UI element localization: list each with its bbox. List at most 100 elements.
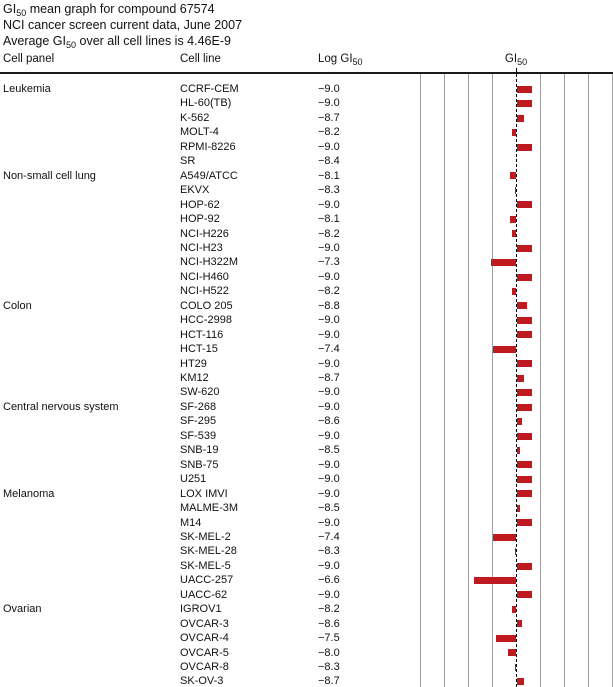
table-row: Central nervous system SF-268 −9.0 [0,400,613,414]
cell-line-label: IGROV1 [180,603,222,616]
cell-line-label: HL-60(TB) [180,97,232,110]
cell-line-label: SNB-75 [180,458,219,471]
gi50-deviation-bar [516,504,520,512]
log-gi50-value: −9.0 [318,328,340,341]
gi50-deviation-bar [512,230,516,238]
log-gi50-value: −9.0 [318,429,340,442]
gi50-deviation-bar [516,403,532,411]
cell-line-label: HCC-2998 [180,314,232,327]
gi50-deviation-bar [516,519,532,527]
chart-gridline [540,74,541,687]
gi50-deviation-bar [510,172,516,180]
gi50-deviation-bar [516,331,532,339]
cell-line-label: OVCAR-8 [180,661,229,673]
cell-panel-label: Leukemia [3,83,51,95]
gi50-deviation-bar [510,215,516,223]
column-header-gi50: GI50 [504,53,528,67]
log-gi50-value: −8.1 [318,169,340,182]
gi50-deviation-bar [512,605,516,613]
gi50-deviation-bar [516,360,532,368]
gi50-deviation-bar [490,259,516,267]
log-gi50-value: −9.0 [318,140,340,153]
log-gi50-value: −9.0 [318,357,340,370]
chart-gridline [564,74,565,687]
chart-gridline [492,74,493,687]
cell-line-label: COLO 205 [180,299,233,312]
cell-line-label: MOLT-4 [180,126,219,139]
table-row: NCI-H460 −9.0 [0,270,613,284]
gi50-deviation-bar [516,273,532,281]
log-gi50-value: −9.0 [318,400,340,413]
log-gi50-value: −9.0 [318,198,340,211]
log-gi50-value: −8.3 [318,184,340,197]
gi50-deviation-bar [514,186,516,194]
log-gi50-value: −9.0 [318,314,340,327]
gi50-deviation-bar [516,475,532,483]
cell-line-label: SF-539 [180,429,217,442]
table-row: MALME-3M −8.5 [0,501,613,515]
cell-line-label: NCI-H522 [180,285,229,298]
cell-line-label: HCT-15 [180,343,218,356]
cell-line-label: MALME-3M [180,502,239,515]
table-row: OVCAR-5 −8.0 [0,646,613,660]
gi50-deviation-bar [516,432,532,440]
log-gi50-value: −8.4 [318,155,340,168]
cell-line-label: SF-295 [180,415,217,428]
table-row: SF-295 −8.6 [0,414,613,428]
log-gi50-value: −9.0 [318,516,340,529]
table-row: UACC-257 −6.6 [0,573,613,587]
gi50-deviation-bar [516,562,532,570]
cell-line-label: NCI-H23 [180,241,223,254]
cell-panel-label: Melanoma [3,487,55,500]
log-gi50-value: −9.0 [318,473,340,486]
gi50-subscript: 50 [352,57,363,67]
cell-panel-label: Non-small cell lung [3,169,96,182]
cell-line-label: SNB-19 [180,444,219,457]
table-row: Colon COLO 205 −8.8 [0,299,613,313]
table-row: SNB-75 −9.0 [0,458,613,472]
log-gi50-value: −6.6 [318,574,340,587]
cell-line-label: SF-268 [180,400,217,413]
table-row: HOP-62 −9.0 [0,198,613,212]
gi50-deviation-bar [516,490,532,498]
cell-panel-label: Central nervous system [3,400,119,413]
cell-line-label: A549/ATCC [180,169,238,182]
cell-line-label: HOP-92 [180,213,220,226]
gi50-deviation-bar [516,244,532,252]
mean-reference-line [516,74,517,687]
chart-gridline [588,74,589,687]
log-gi50-value: −9.0 [318,97,340,110]
log-gi50-value: −9.0 [318,386,340,399]
cell-line-label: SW-620 [180,386,220,399]
table-row: Leukemia CCRF-CEM −9.0 [0,82,613,96]
gi50-deviation-bar [516,201,532,209]
mean-line-tick [516,68,517,74]
column-header-cell-panel: Cell panel [3,53,55,65]
table-row: Non-small cell lung A549/ATCC −8.1 [0,169,613,183]
table-row: Melanoma LOX IMVI −9.0 [0,487,613,501]
table-row: SK-OV-3 −8.7 [0,674,613,687]
cell-line-label: OVCAR-5 [180,646,229,659]
log-gi50-value: −7.4 [318,343,340,356]
log-gi50-value: −8.6 [318,415,340,428]
table-row: OVCAR-4 −7.5 [0,631,613,645]
gi50-subscript: 50 [16,8,27,18]
table-row: HCT-116 −9.0 [0,328,613,342]
cell-line-label: HCT-116 [180,328,224,341]
table-row: OVCAR-3 −8.6 [0,617,613,631]
cell-panel-label: Ovarian [3,603,42,616]
log-gi50-value: −8.6 [318,617,340,630]
table-row: KM12 −8.7 [0,371,613,385]
table-row: HL-60(TB) −9.0 [0,96,613,110]
log-gi50-value: −9.0 [318,487,340,500]
gi50-deviation-bar [514,663,516,671]
table-row: K-562 −8.7 [0,111,613,125]
gi50-deviation-bar [516,591,532,599]
header-divider-rule [0,72,613,74]
chart-gridline [420,74,421,687]
log-gi50-value: −8.2 [318,285,340,298]
gi50-deviation-bar [516,678,525,686]
cell-line-label: OVCAR-4 [180,632,229,645]
gi50-deviation-bar [516,418,522,426]
